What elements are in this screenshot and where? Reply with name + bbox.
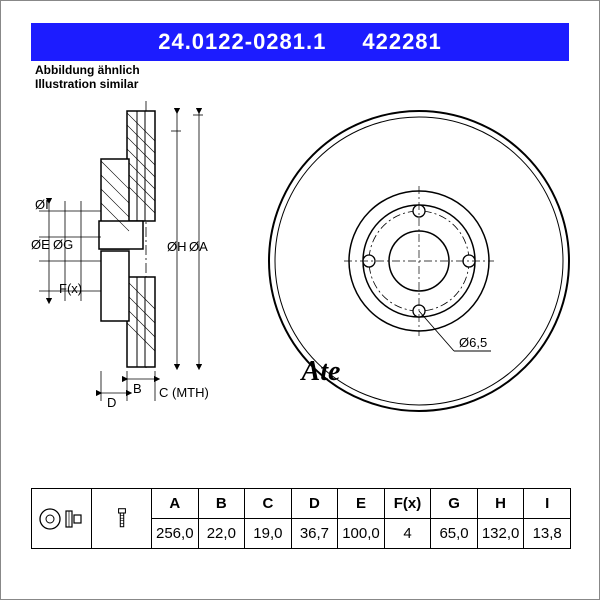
col-C: C <box>245 489 292 519</box>
short-code: 422281 <box>362 29 441 55</box>
disc-profile-icon-cell <box>32 489 92 549</box>
val-E: 100,0 <box>338 519 385 549</box>
val-Fx: 4 <box>384 519 431 549</box>
header-bar: 24.0122-0281.1 422281 <box>31 23 569 61</box>
col-H: H <box>477 489 524 519</box>
dim-oi: ØI <box>35 197 49 212</box>
dim-og: ØG <box>53 237 73 252</box>
col-G: G <box>431 489 478 519</box>
val-H: 132,0 <box>477 519 524 549</box>
disc-profile-icon <box>38 507 86 531</box>
table-header-row: A B C D E F(x) G H I <box>32 489 571 519</box>
dimension-table: A B C D E F(x) G H I 256,0 22,0 19,0 36,… <box>31 488 571 549</box>
col-A: A <box>152 489 199 519</box>
col-B: B <box>198 489 245 519</box>
drawing-canvas: 24.0122-0281.1 422281 Abbildung ähnlich … <box>0 0 600 600</box>
val-G: 65,0 <box>431 519 478 549</box>
dim-b: B <box>133 381 142 396</box>
col-D: D <box>291 489 338 519</box>
dim-oe: ØE <box>31 237 50 252</box>
val-A: 256,0 <box>152 519 199 549</box>
val-B: 22,0 <box>198 519 245 549</box>
dim-oh: ØH <box>167 239 187 254</box>
dim-oa: ØA <box>189 239 208 254</box>
part-number: 24.0122-0281.1 <box>158 29 326 55</box>
val-I: 13,8 <box>524 519 571 549</box>
brand-logo: Ate <box>281 356 361 388</box>
bolt-icon <box>98 507 146 531</box>
bolt-hole-label: Ø6,5 <box>459 335 487 350</box>
dim-c: C (MTH) <box>159 385 209 400</box>
col-Fx: F(x) <box>384 489 431 519</box>
dim-fx: F(x) <box>59 281 82 296</box>
dim-d: D <box>107 395 116 410</box>
bolt-icon-cell <box>92 489 152 549</box>
col-I: I <box>524 489 571 519</box>
col-E: E <box>338 489 385 519</box>
val-C: 19,0 <box>245 519 292 549</box>
diagram-area: ØI ØE ØG F(x) ØH ØA D B C (MTH) <box>31 71 569 431</box>
val-D: 36,7 <box>291 519 338 549</box>
cross-section-drawing: ØI ØE ØG F(x) ØH ØA D B C (MTH) <box>31 101 231 411</box>
